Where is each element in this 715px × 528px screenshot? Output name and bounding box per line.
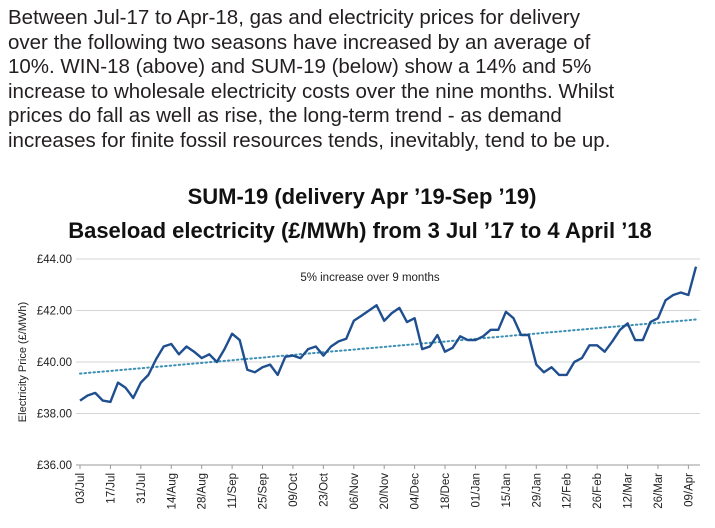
y-tick-label: £38.00	[37, 409, 72, 421]
x-tick-label: 03/Jul	[75, 473, 87, 504]
x-tick-label: 12/Mar	[623, 473, 635, 509]
intro-line: increase to wholesale electricity costs …	[8, 79, 615, 103]
price-line	[79, 266, 698, 404]
x-tick-label: 31/Jul	[136, 473, 148, 504]
x-tick-label: 26/Feb	[592, 473, 604, 509]
annotation: 5% increase over 9 months	[300, 272, 440, 284]
intro-line: prices do fall as well as rise, the long…	[8, 104, 562, 127]
chart-subtitle: Baseload electricity (£/MWh) from 3 Jul …	[68, 218, 652, 243]
y-tick-label: £36.00	[37, 460, 72, 472]
x-tick-label: 01/Jan	[470, 473, 482, 508]
x-tick-label: 09/Oct	[288, 472, 300, 507]
x-tick-label: 09/Apr	[683, 473, 695, 507]
x-tick-label: 18/Dec	[440, 473, 452, 510]
intro-paragraph: Between Jul-17 to Apr-18, gas and electr…	[8, 6, 713, 153]
y-axis-label: Electricity Price (£/MWh)	[17, 302, 29, 422]
x-tick-label: 12/Feb	[562, 473, 574, 509]
x-tick-label: 04/Dec	[410, 473, 422, 510]
x-tick-label: 29/Jan	[531, 473, 543, 508]
intro-line: 10%. WIN-18 (above) and SUM-19 (below) s…	[8, 55, 592, 78]
y-tick-label: £40.00	[37, 357, 72, 369]
x-tick-label: 20/Nov	[379, 473, 391, 510]
intro-line: increases for finite fossil resources te…	[8, 128, 611, 152]
chart-title: SUM-19 (delivery Apr ’19-Sep ’19)	[188, 184, 537, 209]
x-tick-label: 23/Oct	[318, 472, 330, 507]
x-tick-label: 14/Aug	[166, 473, 178, 509]
y-tick-label: £44.00	[37, 254, 72, 266]
x-tick-label: 15/Jan	[501, 473, 513, 508]
x-tick-label: 11/Sep	[227, 473, 239, 509]
trend-line	[79, 318, 697, 375]
intro-line: over the following two seasons have incr…	[8, 30, 591, 54]
x-tick-label: 06/Nov	[349, 473, 361, 510]
x-tick-label: 17/Jul	[105, 473, 117, 504]
x-tick-label: 28/Aug	[197, 473, 209, 509]
y-tick-label: £42.00	[37, 306, 72, 318]
x-tick-label: 26/Mar	[653, 473, 665, 509]
x-tick-label: 25/Sep	[258, 473, 270, 509]
intro-line: Between Jul-17 to Apr-18, gas and electr…	[8, 6, 580, 29]
